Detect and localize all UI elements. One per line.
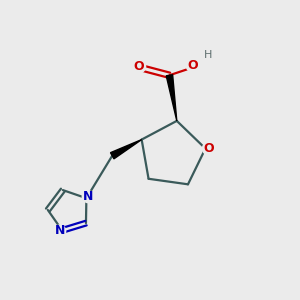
- Polygon shape: [110, 140, 142, 159]
- Circle shape: [82, 191, 94, 203]
- Text: H: H: [204, 50, 212, 60]
- Circle shape: [186, 59, 199, 72]
- Circle shape: [54, 225, 66, 237]
- Circle shape: [202, 142, 215, 155]
- Polygon shape: [166, 75, 177, 121]
- Text: N: N: [83, 190, 93, 203]
- Text: N: N: [55, 224, 65, 238]
- Circle shape: [133, 60, 146, 73]
- Text: O: O: [134, 60, 144, 73]
- Text: O: O: [204, 142, 214, 155]
- Text: O: O: [188, 59, 198, 72]
